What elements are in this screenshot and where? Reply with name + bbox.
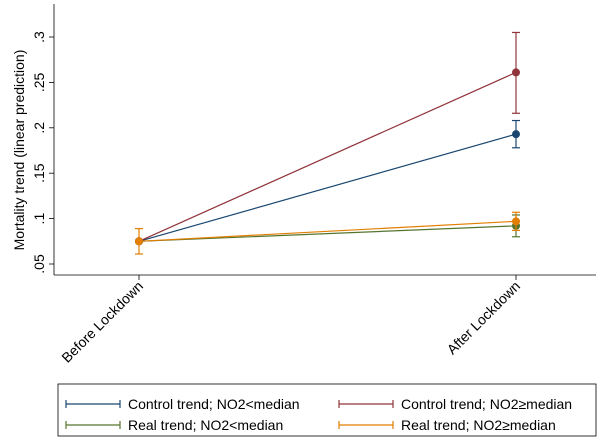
y-tick-label: .25 <box>31 72 47 92</box>
data-point <box>512 217 520 226</box>
data-point <box>135 237 143 246</box>
series-line <box>138 71 517 242</box>
y-tick-label: .05 <box>31 254 47 274</box>
legend-box <box>57 383 597 437</box>
legend-entry: Real trend; NO2≥median <box>338 417 556 433</box>
data-point <box>512 130 520 139</box>
legend: Control trend; NO2<median Control trend; … <box>57 383 597 437</box>
legend-entry: Control trend; NO2<median <box>65 396 300 412</box>
series-line <box>138 225 517 242</box>
legend-entry: Control trend; NO2≥median <box>338 396 572 412</box>
y-tick-label: .1 <box>31 213 47 225</box>
series-4 <box>135 211 520 255</box>
y-axis-label: Mortality trend (linear prediction) <box>11 50 27 251</box>
series-line <box>138 133 517 242</box>
series-layer <box>135 31 520 255</box>
legend-label: Real trend; NO2≥median <box>401 417 556 433</box>
legend-label: Control trend; NO2<median <box>128 396 300 412</box>
legend-label: Control trend; NO2≥median <box>401 396 572 412</box>
data-point <box>512 68 520 77</box>
y-tick-label: .3 <box>31 31 47 43</box>
legend-label: Real trend; NO2<median <box>128 417 283 433</box>
series-line <box>138 220 517 242</box>
y-tick-label: .2 <box>31 122 47 134</box>
y-tick-label: .15 <box>31 163 47 183</box>
legend-entry: Real trend; NO2<median <box>65 417 283 433</box>
